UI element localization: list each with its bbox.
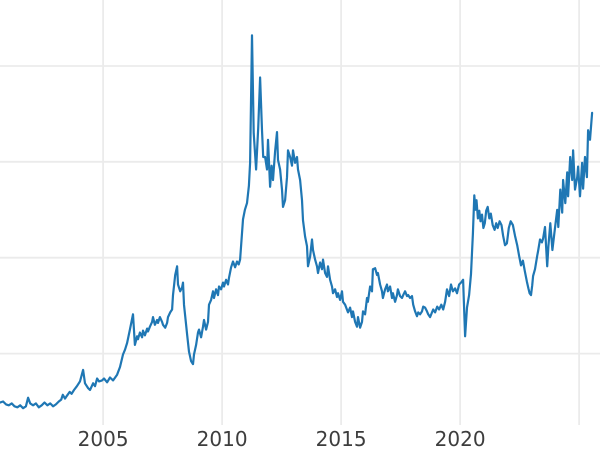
x-tick-label: 2005 <box>78 427 129 450</box>
gridlines <box>0 0 600 425</box>
x-tick-label: 2020 <box>435 427 486 450</box>
x-tick-label: 2015 <box>316 427 367 450</box>
x-axis-tick-labels: 2005 2010 2015 2020 <box>78 427 486 450</box>
x-tick-label: 2010 <box>197 427 248 450</box>
price-line <box>0 34 594 410</box>
price-series <box>0 34 594 410</box>
